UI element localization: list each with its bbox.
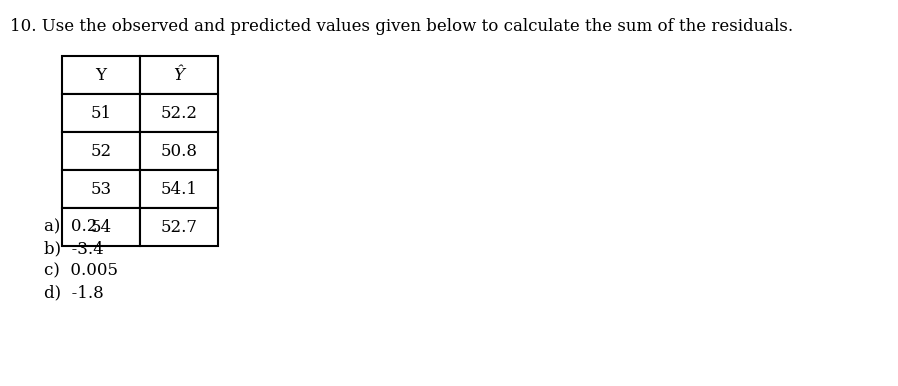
Text: Y: Y [95,66,107,83]
Text: 54: 54 [91,218,111,235]
Text: 52.7: 52.7 [161,218,198,235]
Text: 54.1: 54.1 [161,181,198,198]
Text: c)  0.005: c) 0.005 [44,262,118,279]
Text: 53: 53 [91,181,111,198]
Text: 50.8: 50.8 [161,142,198,159]
Text: Ŷ: Ŷ [173,66,184,83]
Text: d)  -1.8: d) -1.8 [44,284,104,301]
Text: b)  -3.4: b) -3.4 [44,240,104,257]
Text: 51: 51 [91,105,111,122]
Text: 52.2: 52.2 [161,105,198,122]
Text: 10. Use the observed and predicted values given below to calculate the sum of th: 10. Use the observed and predicted value… [10,18,793,35]
Text: a)  0.2: a) 0.2 [44,218,97,235]
Text: 52: 52 [91,142,111,159]
